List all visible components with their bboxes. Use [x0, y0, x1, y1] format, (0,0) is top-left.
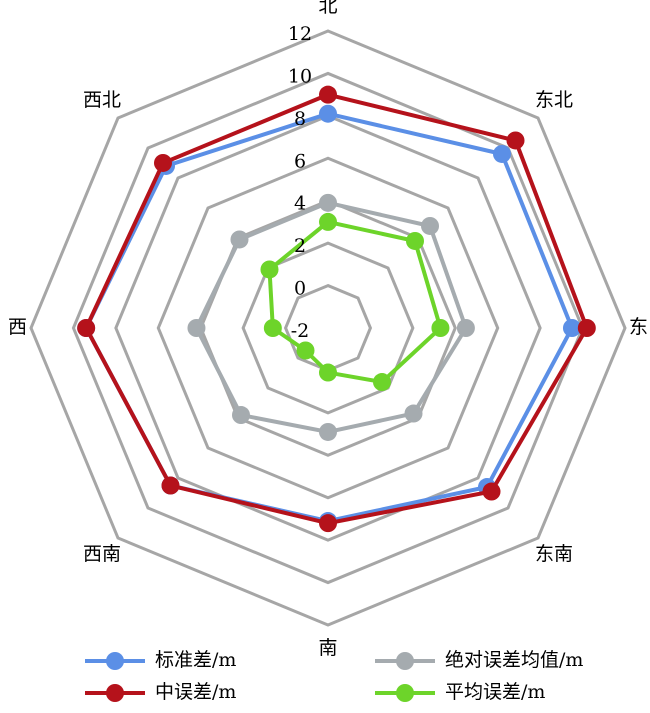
- r-tick-label: 0: [294, 278, 306, 300]
- legend-marker: [106, 652, 124, 670]
- data-point: [263, 319, 282, 337]
- data-point: [506, 131, 525, 150]
- category-label: 东: [629, 316, 648, 338]
- legend-label: 中误差/m: [155, 681, 236, 703]
- r-tick-label: -2: [291, 320, 310, 342]
- data-point: [319, 104, 337, 123]
- category-label: 南: [318, 637, 337, 659]
- data-point: [456, 319, 475, 337]
- r-tick-label: 12: [288, 23, 312, 45]
- legend-marker: [396, 684, 414, 702]
- grid-ring: [114, 114, 542, 542]
- data-point: [187, 319, 206, 337]
- grid-ring: [71, 71, 585, 585]
- category-label: 西北: [83, 89, 121, 111]
- legend-label: 标准差/m: [155, 649, 236, 671]
- grid-ring: [241, 241, 415, 415]
- data-point: [319, 363, 337, 382]
- r-tick-label: 6: [294, 150, 306, 172]
- category-label: 西: [8, 316, 27, 338]
- grid-ring: [29, 29, 627, 627]
- data-point: [153, 153, 172, 172]
- r-tick-label: 10: [288, 65, 312, 87]
- data-point: [406, 231, 425, 250]
- data-point: [230, 230, 249, 249]
- grid-ring: [156, 156, 500, 500]
- category-label: 北: [318, 0, 337, 17]
- data-point: [319, 212, 337, 231]
- data-point: [319, 422, 337, 441]
- category-label: 东南: [535, 543, 573, 565]
- data-point: [577, 319, 596, 337]
- r-tick-label: 4: [294, 193, 306, 215]
- legend-marker: [106, 684, 124, 702]
- legend-label: 平均误差/m: [445, 681, 545, 703]
- data-point: [404, 404, 423, 423]
- category-label: 西南: [83, 543, 121, 565]
- data-point: [296, 341, 315, 360]
- category-label: 东北: [535, 89, 573, 111]
- r-tick-label: 8: [294, 108, 306, 130]
- data-point: [319, 193, 337, 212]
- legend-label: 绝对误差均值/m: [445, 649, 583, 671]
- data-point: [77, 319, 96, 337]
- data-point: [260, 260, 279, 279]
- legend-marker: [396, 652, 414, 670]
- data-point: [562, 319, 581, 337]
- data-point: [161, 476, 180, 495]
- data-point: [431, 319, 450, 337]
- data-point: [421, 216, 440, 235]
- data-point: [373, 373, 392, 392]
- data-point: [319, 514, 337, 533]
- data-point: [319, 85, 337, 104]
- data-point: [493, 144, 512, 163]
- data-point: [231, 406, 250, 425]
- r-tick-label: 2: [294, 235, 306, 257]
- data-point: [482, 482, 501, 501]
